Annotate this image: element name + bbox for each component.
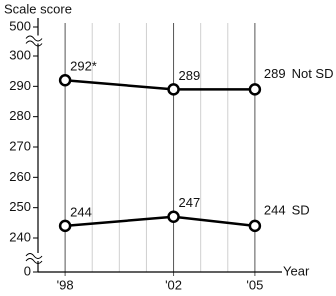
data-label: 289 — [264, 66, 286, 81]
y-tick-label: 500 — [9, 18, 31, 33]
series-label: SD — [292, 202, 310, 217]
y-tick-label: 260 — [9, 169, 31, 184]
point — [248, 83, 262, 96]
axis-break — [25, 253, 43, 259]
axis-break — [25, 40, 43, 47]
axis-break-gap — [35, 35, 41, 44]
data-label: 292* — [70, 59, 97, 74]
data-label: 247 — [179, 195, 201, 210]
y-axis-label: Scale score — [4, 1, 72, 16]
x-axis-label: Year — [283, 263, 310, 278]
point — [167, 210, 180, 224]
axis-break — [25, 35, 43, 42]
y-tick-label: 0 — [24, 263, 31, 278]
data-label: 289 — [179, 68, 201, 83]
y-tick-label: 280 — [9, 108, 31, 123]
data-label: 244 — [70, 204, 92, 219]
y-tick-label: 270 — [9, 138, 31, 153]
point — [167, 83, 180, 96]
series-label: Not SD — [292, 66, 334, 81]
x-tick-label: '02 — [165, 277, 182, 292]
axis-break-gap — [35, 253, 41, 261]
axis-break — [25, 258, 43, 264]
line — [65, 79, 255, 91]
point — [58, 74, 72, 87]
x-tick-label: '05 — [246, 277, 263, 292]
y-tick-label: 240 — [9, 229, 31, 244]
point — [248, 219, 262, 233]
y-tick-label: 250 — [9, 199, 31, 214]
data-label: 244 — [264, 202, 286, 217]
y-tick-label: 300 — [9, 47, 31, 62]
point — [58, 219, 72, 233]
x-tick-label: '98 — [57, 277, 74, 292]
y-tick-label: 290 — [9, 78, 31, 93]
line — [65, 215, 256, 228]
